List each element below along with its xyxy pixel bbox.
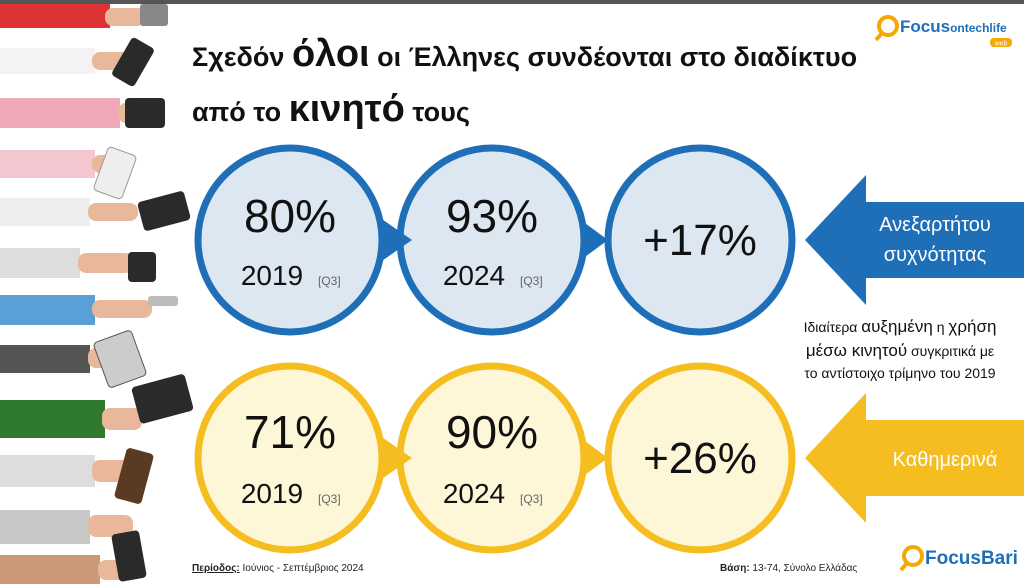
- sleeve: [0, 555, 100, 584]
- hands-image: [0, 4, 194, 584]
- note-part: η: [933, 319, 949, 335]
- row-2: Καθημερινά 71% 2019 [Q3] 90% 2024 [Q3] +…: [194, 362, 1024, 554]
- sleeve: [0, 345, 90, 373]
- change: +26%: [643, 434, 757, 483]
- logo-sub: ontechlife: [950, 21, 1007, 35]
- value-circle: [396, 362, 588, 554]
- sleeve: [0, 295, 95, 325]
- footer-value: Ιούνιος - Σεπτέμβριος 2024: [240, 562, 364, 574]
- sleeve: [0, 98, 120, 128]
- logo-tag: web: [994, 41, 1008, 48]
- note-emphasis: χρήση: [948, 317, 996, 336]
- logo-icon: [877, 15, 899, 37]
- title-line-2: από το κινητό τους: [192, 88, 470, 130]
- note-line: Ιδιαίτερα αυξημένη η χρήση: [804, 317, 997, 336]
- logo-tag-bg: [990, 38, 1012, 47]
- logo-brand: Focus: [900, 17, 950, 36]
- year: 2024: [443, 260, 505, 291]
- footer-value: 13-74, Σύνολο Ελλάδας: [750, 562, 858, 574]
- row-label: Καθημερινά: [893, 449, 998, 471]
- sleeve: [0, 400, 105, 438]
- footer-label: Βάση:: [720, 563, 750, 574]
- sleeve: [0, 150, 95, 178]
- sleeve: [0, 510, 90, 544]
- note-part: μέσω: [806, 341, 852, 360]
- logo-text: Focusontechlife: [900, 17, 1007, 36]
- phones: [93, 4, 194, 582]
- logo-icon: [874, 31, 884, 42]
- logo-bottom: FocusBari: [899, 545, 1018, 572]
- title-part: τους: [405, 97, 470, 127]
- row-1: Ανεξαρτήτου συχνότητας 80% 2019 [Q3] 93%…: [194, 144, 1024, 336]
- value: 93%: [446, 190, 538, 242]
- footer-period: Περίοδος: Ιούνιος - Σεπτέμβριος 2024: [192, 562, 364, 574]
- sleeve: [0, 455, 95, 487]
- label-arrow: [805, 393, 1024, 523]
- logo-top: Focusontechlife web: [874, 15, 1012, 48]
- quarter-tag: [Q3]: [520, 274, 543, 288]
- year: 2024: [443, 478, 505, 509]
- title-emphasis: όλοι: [292, 33, 370, 75]
- note-part: Ιδιαίτερα: [804, 319, 862, 335]
- note-emphasis: αυξημένη: [861, 317, 933, 336]
- title-emphasis: κινητό: [289, 88, 405, 130]
- sleeve: [0, 248, 80, 278]
- top-bar: [0, 0, 1024, 4]
- title-part: οι Έλληνες συνδέονται στο διαδίκτυο: [370, 42, 858, 72]
- value: 80%: [244, 190, 336, 242]
- change: +17%: [643, 216, 757, 265]
- sleeve: [0, 198, 90, 226]
- logo-icon: [899, 561, 909, 572]
- value-circle: [194, 144, 386, 336]
- quarter-tag: [Q3]: [318, 492, 341, 506]
- note: Ιδιαίτερα αυξημένη η χρήση μέσω κινητού …: [804, 317, 997, 381]
- note-line: το αντίστοιχο τρίμηνο του 2019: [804, 365, 995, 381]
- value: 90%: [446, 406, 538, 458]
- footer-base: Βάση: 13-74, Σύνολο Ελλάδας: [720, 562, 857, 574]
- year: 2019: [241, 478, 303, 509]
- value-circle: [194, 362, 386, 554]
- title-part: από το: [192, 97, 289, 127]
- note-part: συγκριτικά με: [907, 343, 994, 359]
- quarter-tag: [Q3]: [520, 492, 543, 506]
- year: 2019: [241, 260, 303, 291]
- title-part: Σχεδόν: [192, 42, 292, 72]
- logo-icon: [902, 545, 924, 567]
- row-label: συχνότητας: [884, 244, 987, 266]
- sleeve: [0, 4, 110, 28]
- sleeve: [0, 48, 95, 74]
- label-arrow: [805, 175, 1024, 305]
- row-label: Ανεξαρτήτου: [879, 214, 991, 236]
- title-line-1: Σχεδόν όλοι οι Έλληνες συνδέονται στο δι…: [192, 33, 857, 75]
- note-emphasis: κινητού: [852, 341, 907, 360]
- value: 71%: [244, 406, 336, 458]
- footer-label: Περίοδος:: [192, 563, 240, 574]
- quarter-tag: [Q3]: [318, 274, 341, 288]
- logo-text: FocusBari: [925, 548, 1018, 569]
- note-line: μέσω κινητού συγκριτικά με: [806, 341, 994, 360]
